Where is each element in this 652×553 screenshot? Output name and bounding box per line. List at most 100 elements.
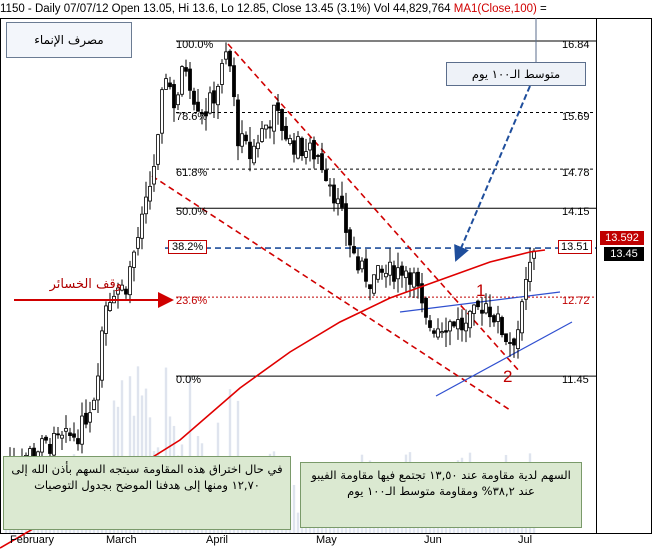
candle-body — [92, 399, 96, 411]
candle-body — [252, 145, 256, 164]
candle-body — [392, 265, 396, 282]
fib-price-label: 11.45 — [562, 374, 589, 387]
candle-body — [440, 331, 444, 334]
candle-body — [416, 271, 420, 287]
candle-body — [176, 94, 180, 106]
candle-body — [332, 184, 336, 204]
candle-body — [316, 155, 320, 157]
candle-body — [160, 89, 164, 134]
channel-lower-line — [435, 321, 573, 397]
candle-body — [408, 272, 412, 285]
candle-body — [356, 256, 360, 271]
month-label: Jul — [518, 534, 533, 546]
candle-body — [432, 330, 436, 334]
candle-body — [428, 320, 432, 328]
candle-body — [380, 268, 384, 273]
volume-bar — [296, 512, 300, 533]
volume-bar — [136, 366, 140, 533]
candle-body — [524, 279, 528, 300]
price-tag-ma: 13.592 — [600, 231, 644, 245]
candle-body — [184, 67, 188, 72]
candle-body — [44, 436, 48, 441]
support-trendline — [151, 175, 511, 411]
ma-callout-box: متوسط الـ١٠٠ يوم — [446, 62, 586, 86]
candle-body — [52, 432, 56, 456]
candle-body — [72, 433, 76, 438]
candle-body — [424, 297, 428, 318]
fib-pct-label: 38.2% — [168, 240, 208, 255]
candle-body — [376, 265, 380, 280]
candle-body — [76, 438, 80, 445]
fib-pct-label: 100.0% — [176, 39, 214, 51]
fib-pct-label: 61.8% — [176, 167, 208, 180]
fib-pct-label: 0.0% — [176, 374, 202, 387]
note-left: في حال اختراق هذه المقاومة سيتجه السهم ب… — [3, 456, 291, 530]
candle-body — [120, 284, 124, 291]
volume-bar — [292, 484, 296, 533]
candle-body — [188, 68, 192, 91]
candle-body — [284, 125, 288, 140]
candle-body — [324, 169, 328, 182]
candle-body — [84, 412, 88, 425]
header-quote: 1150 - Daily 07/07/12 Open 13.05, Hi 13.… — [0, 3, 451, 15]
ma-legend: MA1(Close,100) — [453, 3, 537, 15]
candle-body — [348, 229, 352, 246]
candle-body — [128, 266, 132, 296]
candle-body — [516, 329, 520, 349]
candle-body — [364, 258, 368, 282]
candle-body — [368, 284, 372, 290]
candle-body — [236, 99, 240, 147]
chart-header: 1150 - Daily 07/07/12 Open 13.05, Hi 13.… — [0, 0, 652, 18]
candle-body — [156, 134, 160, 165]
candle-body — [148, 185, 152, 202]
stock-title-box: مصرف الإنماء — [6, 22, 132, 58]
wave-label-2: 2 — [503, 367, 512, 386]
volume-bar — [188, 377, 192, 533]
month-label: March — [106, 534, 137, 546]
candle-body — [504, 333, 508, 343]
candle-body — [208, 92, 212, 114]
candle-body — [248, 141, 252, 160]
month-label: Jun — [424, 534, 442, 546]
candle-body — [192, 90, 196, 105]
month-label: April — [206, 534, 229, 546]
candle-body — [96, 375, 100, 401]
stop-loss-label: وقف الخسائر — [49, 277, 122, 292]
candle-body — [460, 317, 464, 331]
candle-body — [280, 109, 284, 131]
candle-body — [64, 428, 68, 432]
candle-body — [80, 415, 84, 445]
candle-body — [468, 310, 472, 329]
candle-body — [180, 66, 184, 95]
candle-body — [132, 251, 136, 268]
note-right: السهم لدية مقاومة عند ١٣,٥٠ تجتمع فيها م… — [300, 462, 582, 528]
candle-body — [308, 142, 312, 151]
candle-body — [444, 330, 448, 333]
month-label: May — [316, 534, 337, 546]
candle-body — [224, 51, 228, 60]
candle-body — [88, 412, 92, 423]
candle-body — [480, 309, 484, 314]
fib-price-label: 16.84 — [562, 39, 590, 51]
month-label: February — [10, 534, 55, 546]
candle-body — [492, 315, 496, 323]
candle-body — [220, 63, 224, 85]
candle-body — [512, 338, 516, 346]
candle-body — [40, 438, 44, 453]
candle-body — [60, 434, 64, 439]
candle-body — [136, 237, 140, 249]
candle-body — [312, 140, 316, 160]
candle-body — [256, 142, 260, 150]
candle-body — [404, 270, 408, 279]
candle-body — [448, 321, 452, 332]
candle-body — [436, 328, 440, 338]
candle-body — [296, 136, 300, 159]
fib-price-label: 13.51 — [558, 240, 592, 255]
candle-body — [336, 198, 340, 205]
volume-bar — [128, 376, 132, 533]
candle-body — [300, 137, 304, 157]
candle-body — [384, 272, 388, 278]
candle-body — [168, 82, 172, 88]
candle-body — [116, 287, 120, 295]
